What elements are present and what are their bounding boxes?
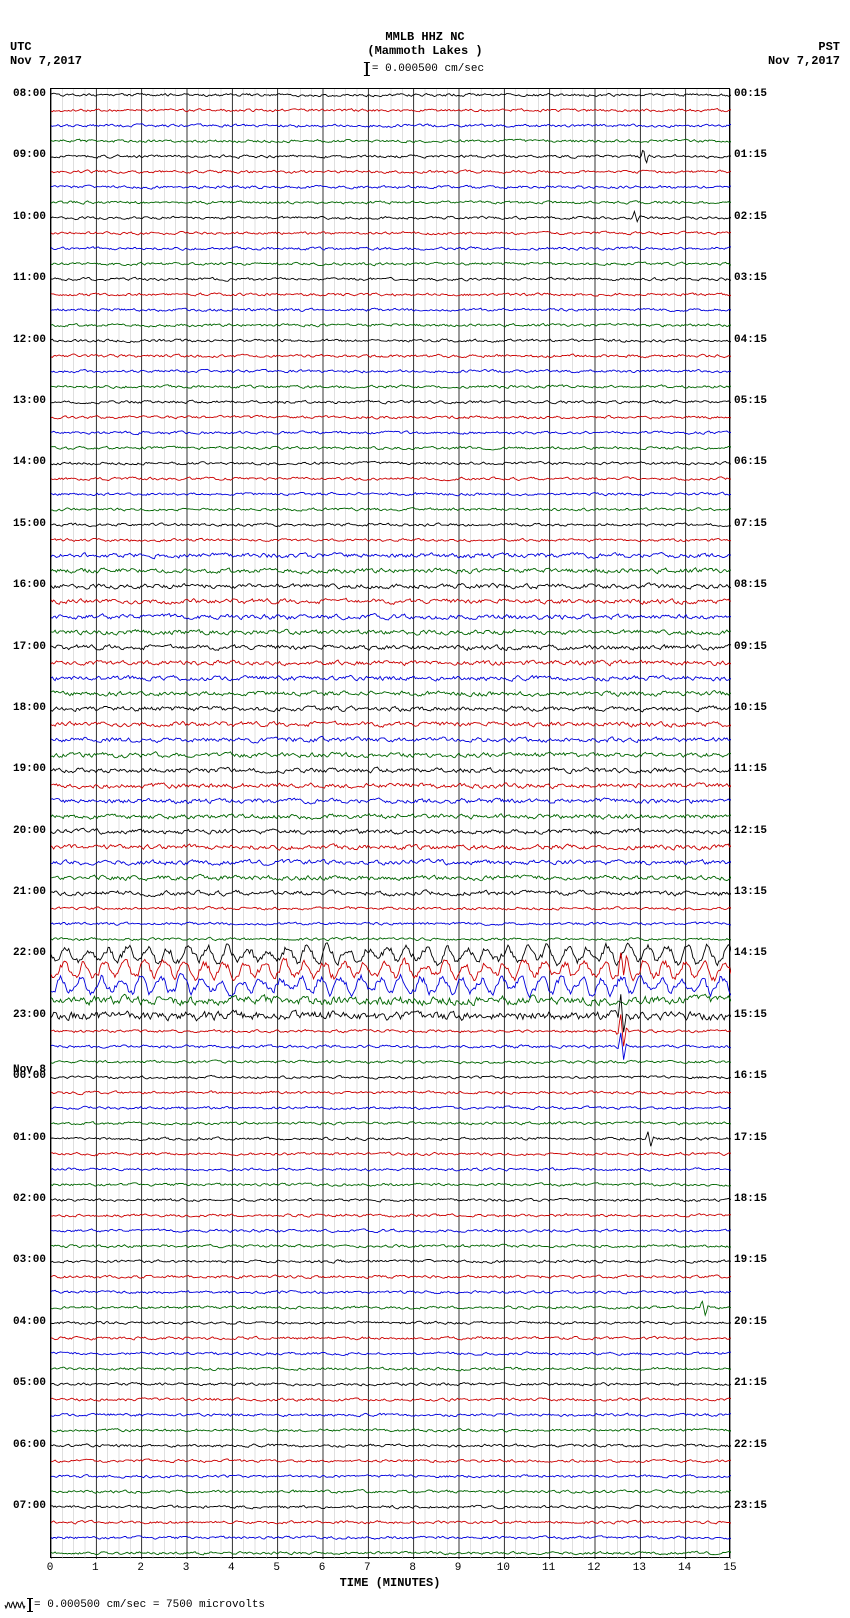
x-tick-label: 9 <box>455 1562 462 1574</box>
left-time-label: 19:00 <box>13 763 46 775</box>
right-time-label: 03:15 <box>734 272 767 284</box>
left-time-label: 13:00 <box>13 395 46 407</box>
left-time-label: 14:00 <box>13 456 46 468</box>
left-time-label: 07:00 <box>13 1500 46 1512</box>
left-tz-block: UTC Nov 7,2017 <box>10 40 82 68</box>
footer-scale-text: = 0.000500 cm/sec = 7500 microvolts <box>34 1599 265 1611</box>
x-tick-label: 10 <box>497 1562 510 1574</box>
right-time-label: 04:15 <box>734 334 767 346</box>
station-title: MMLB HHZ NC <box>367 30 482 44</box>
right-time-label: 20:15 <box>734 1316 767 1328</box>
x-tick-label: 15 <box>723 1562 736 1574</box>
left-time-label: 06:00 <box>13 1439 46 1451</box>
right-time-label: 18:15 <box>734 1193 767 1205</box>
right-time-label: 22:15 <box>734 1439 767 1451</box>
x-tick-label: 0 <box>47 1562 54 1574</box>
left-time-label: 16:00 <box>13 579 46 591</box>
x-tick-label: 8 <box>409 1562 416 1574</box>
location-subtitle: (Mammoth Lakes ) <box>367 44 482 58</box>
right-time-label: 13:15 <box>734 886 767 898</box>
left-time-label: 10:00 <box>13 211 46 223</box>
right-time-label: 07:15 <box>734 518 767 530</box>
x-tick-label: 13 <box>633 1562 646 1574</box>
left-time-label: 01:00 <box>13 1132 46 1144</box>
left-time-label: 15:00 <box>13 518 46 530</box>
scale-bar-icon <box>366 62 368 76</box>
left-time-label: 03:00 <box>13 1254 46 1266</box>
scale-text: = 0.000500 cm/sec <box>372 63 484 75</box>
x-tick-label: 12 <box>587 1562 600 1574</box>
x-tick-label: 11 <box>542 1562 555 1574</box>
x-tick-label: 7 <box>364 1562 371 1574</box>
date-right-label: Nov 7,2017 <box>768 54 840 68</box>
right-time-label: 21:15 <box>734 1377 767 1389</box>
right-time-label: 10:15 <box>734 702 767 714</box>
seismogram-plot <box>50 88 730 1558</box>
left-time-label: 08:00 <box>13 88 46 100</box>
right-time-label: 06:15 <box>734 456 767 468</box>
y-axis-left-labels: 08:00 09:00 10:00 11:00 12:00 13:00 14:00 15:00… <box>0 88 48 1558</box>
left-time-label: 17:00 <box>13 641 46 653</box>
tz-left-label: UTC <box>10 40 82 54</box>
right-time-label: 00:15 <box>734 88 767 100</box>
x-tick-label: 2 <box>137 1562 144 1574</box>
right-time-label: 14:15 <box>734 947 767 959</box>
x-tick-label: 3 <box>183 1562 190 1574</box>
left-time-label: 20:00 <box>13 825 46 837</box>
left-time-label: 22:00 <box>13 947 46 959</box>
left-time-label: 12:00 <box>13 334 46 346</box>
left-time-label: 02:00 <box>13 1193 46 1205</box>
wiggle-icon <box>4 1598 26 1612</box>
right-time-label: 08:15 <box>734 579 767 591</box>
title-block: MMLB HHZ NC (Mammoth Lakes ) <box>367 30 482 58</box>
right-time-label: 01:15 <box>734 149 767 161</box>
right-time-label: 19:15 <box>734 1254 767 1266</box>
right-time-label: 09:15 <box>734 641 767 653</box>
right-time-label: 15:15 <box>734 1009 767 1021</box>
x-tick-label: 4 <box>228 1562 235 1574</box>
tz-right-label: PST <box>768 40 840 54</box>
scale-bar-icon <box>29 1598 31 1612</box>
right-tz-block: PST Nov 7,2017 <box>768 40 840 68</box>
left-time-label: 00:00 <box>13 1070 46 1082</box>
right-time-label: 12:15 <box>734 825 767 837</box>
right-time-label: 23:15 <box>734 1500 767 1512</box>
header: UTC Nov 7,2017 MMLB HHZ NC (Mammoth Lake… <box>0 0 850 78</box>
date-left-label: Nov 7,2017 <box>10 54 82 68</box>
left-time-label: 11:00 <box>13 272 46 284</box>
x-axis-label: TIME (MINUTES) <box>340 1576 441 1590</box>
x-tick-label: 6 <box>319 1562 326 1574</box>
right-time-label: 05:15 <box>734 395 767 407</box>
footer-scale-note: = 0.000500 cm/sec = 7500 microvolts <box>4 1598 265 1612</box>
right-time-label: 02:15 <box>734 211 767 223</box>
right-time-label: 11:15 <box>734 763 767 775</box>
scale-indicator: = 0.000500 cm/sec <box>366 62 484 76</box>
left-time-label: 05:00 <box>13 1377 46 1389</box>
x-tick-label: 5 <box>273 1562 280 1574</box>
right-time-label: 17:15 <box>734 1132 767 1144</box>
plot-container: 08:00 09:00 10:00 11:00 12:00 13:00 14:00 15:00… <box>0 78 850 1618</box>
right-time-label: 16:15 <box>734 1070 767 1082</box>
left-time-label: 23:00 <box>13 1009 46 1021</box>
x-tick-label: 1 <box>92 1562 99 1574</box>
left-time-label: 18:00 <box>13 702 46 714</box>
x-tick-label: 14 <box>678 1562 691 1574</box>
left-time-label: 09:00 <box>13 149 46 161</box>
left-time-label: 21:00 <box>13 886 46 898</box>
left-time-label: 04:00 <box>13 1316 46 1328</box>
